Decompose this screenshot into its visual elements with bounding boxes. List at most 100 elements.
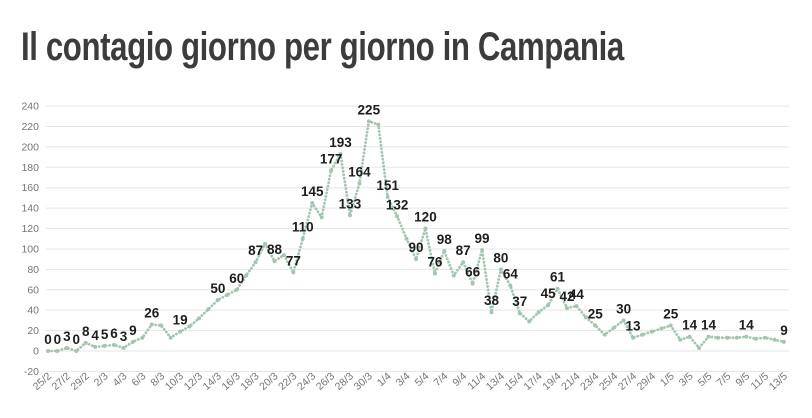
data-point-label: 42 xyxy=(559,289,574,304)
data-point xyxy=(234,287,239,292)
x-tick-label: 22/3 xyxy=(276,370,299,393)
data-point xyxy=(74,349,79,353)
data-point-label: 0 xyxy=(54,332,62,347)
data-point xyxy=(640,332,645,337)
data-point-label: 13 xyxy=(626,319,642,334)
data-point xyxy=(196,316,201,321)
data-point xyxy=(178,329,183,334)
data-point-label: 25 xyxy=(588,306,604,321)
data-point xyxy=(725,335,730,340)
data-point xyxy=(121,345,126,350)
x-tick-label: 1/5 xyxy=(658,370,677,389)
data-point xyxy=(319,215,324,220)
x-tick-label: 18/3 xyxy=(238,370,261,393)
data-point-label: 44 xyxy=(569,287,585,302)
data-point xyxy=(763,335,768,340)
data-point xyxy=(602,332,607,337)
x-tick-label: 13/4 xyxy=(484,370,507,393)
x-tick-label: 11/5 xyxy=(748,370,771,392)
data-point xyxy=(508,283,513,288)
data-point-label: 19 xyxy=(173,313,188,328)
x-tick-label: 6/3 xyxy=(129,370,148,389)
data-point xyxy=(55,349,60,353)
x-tick-label: 4/3 xyxy=(111,370,130,389)
data-point xyxy=(451,273,456,278)
data-point xyxy=(489,310,494,315)
data-point-label: 90 xyxy=(408,240,423,255)
data-point-label: 6 xyxy=(110,326,118,341)
y-tick-label: 220 xyxy=(21,121,39,133)
data-point-label: 177 xyxy=(320,151,343,166)
data-point xyxy=(291,270,296,275)
data-point xyxy=(668,323,673,328)
x-tick-label: 30/3 xyxy=(352,370,375,393)
data-point-label: 50 xyxy=(210,281,225,296)
x-tick-label: 13/5 xyxy=(767,370,790,393)
x-tick-label: 25/4 xyxy=(597,370,620,393)
gridlines xyxy=(46,105,789,372)
data-points xyxy=(46,119,787,353)
data-point-label: 164 xyxy=(348,165,371,180)
data-point-label: 5 xyxy=(101,327,109,342)
data-point-label: 25 xyxy=(663,306,679,321)
data-point-label: 30 xyxy=(616,301,631,316)
x-tick-label: 3/5 xyxy=(677,370,696,389)
x-tick-label: 7/5 xyxy=(715,370,734,389)
data-point xyxy=(715,335,720,340)
data-point-label: 0 xyxy=(44,332,52,347)
data-point-label: 87 xyxy=(456,243,471,258)
data-point xyxy=(753,336,758,341)
x-tick-label: 20/3 xyxy=(257,370,280,393)
data-point xyxy=(697,345,702,350)
data-point xyxy=(272,259,277,264)
x-tick-label: 14/3 xyxy=(201,370,224,393)
data-point-label: 38 xyxy=(484,293,500,308)
data-point xyxy=(404,236,409,241)
x-axis: 25/227/229/2 2/3 4/3 6/3 8/310/312/314/316/3… xyxy=(31,370,790,393)
data-point xyxy=(64,345,69,350)
data-point-label: 77 xyxy=(286,253,301,268)
data-point xyxy=(300,236,305,241)
data-point xyxy=(215,297,220,302)
data-point xyxy=(329,168,334,173)
data-point xyxy=(480,247,485,252)
y-tick-label: 40 xyxy=(27,305,39,317)
data-point xyxy=(140,335,145,340)
x-tick-label: 23/4 xyxy=(578,370,601,393)
data-point xyxy=(130,339,135,344)
x-tick-label: 26/3 xyxy=(314,370,337,393)
contagion-line-chart: 240 220 200 180 160 140 120 100 80 60 40 20 0 -20 25/2… xyxy=(0,95,812,413)
data-point-label: 60 xyxy=(229,271,244,286)
x-tick-label: 15/4 xyxy=(503,370,526,393)
data-point xyxy=(253,260,258,265)
data-point-label: 132 xyxy=(386,197,409,212)
data-point xyxy=(442,248,447,253)
data-point xyxy=(498,267,503,272)
data-point-label: 193 xyxy=(329,135,352,150)
data-point xyxy=(347,213,352,218)
data-point xyxy=(310,201,315,206)
data-point-label: 120 xyxy=(414,210,437,225)
data-point xyxy=(555,286,560,291)
data-point xyxy=(149,322,154,327)
data-point xyxy=(338,152,343,157)
data-point-label: 3 xyxy=(120,329,128,344)
x-tick-label: 16/3 xyxy=(220,370,243,393)
y-tick-label: 140 xyxy=(21,203,39,215)
x-tick-label: 5/5 xyxy=(696,370,715,389)
x-tick-label: 17/4 xyxy=(521,370,544,393)
x-tick-label: 3/4 xyxy=(394,370,413,389)
data-point xyxy=(536,310,541,315)
data-point xyxy=(574,304,579,309)
data-point xyxy=(517,311,522,316)
data-point xyxy=(395,214,400,219)
data-point xyxy=(583,315,588,320)
data-point xyxy=(734,335,739,340)
data-point xyxy=(225,292,230,297)
data-point xyxy=(649,329,654,334)
data-point xyxy=(376,122,381,127)
y-tick-label: 120 xyxy=(21,223,39,235)
data-point xyxy=(385,194,390,199)
